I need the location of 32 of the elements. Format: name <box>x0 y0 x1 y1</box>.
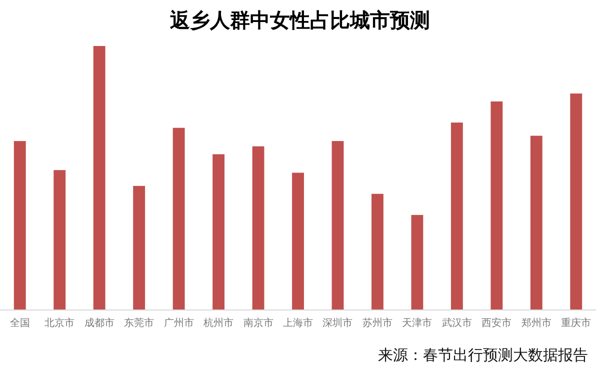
x-tick-label: 东莞市 <box>124 317 154 330</box>
bar <box>530 136 542 310</box>
x-tick-label: 武汉市 <box>442 317 472 330</box>
bar <box>570 94 582 310</box>
x-tick-label: 北京市 <box>44 317 75 330</box>
bar <box>372 194 384 310</box>
bar <box>212 154 224 310</box>
x-tick-label: 南京市 <box>243 317 274 330</box>
bar <box>14 141 26 310</box>
bar <box>490 101 503 310</box>
x-tick-label: 天津市 <box>402 317 432 330</box>
bar <box>252 146 264 310</box>
bar <box>450 122 463 310</box>
bar <box>411 214 424 310</box>
x-tick-label: 全国 <box>10 317 30 330</box>
bar <box>93 46 106 310</box>
x-tick-label: 郑州市 <box>521 317 552 330</box>
x-tick-label: 深圳市 <box>322 317 353 330</box>
x-tick-label: 广州市 <box>164 317 194 330</box>
x-tick-label: 西安市 <box>482 317 512 330</box>
bar <box>172 128 185 310</box>
x-tick-label: 苏州市 <box>362 317 392 330</box>
bar <box>133 186 146 310</box>
x-tick-label: 上海市 <box>283 317 313 330</box>
x-tick-label: 成都市 <box>84 317 114 330</box>
source-note: 来源：春节出行预测大数据报告 <box>378 346 588 364</box>
chart-title: 返乡人群中女性占比城市预测 <box>169 8 430 32</box>
bar <box>54 170 66 310</box>
bar <box>332 141 344 310</box>
x-tick-label: 杭州市 <box>202 317 234 330</box>
x-tick-label: 重庆市 <box>561 317 592 330</box>
bar <box>292 172 304 310</box>
